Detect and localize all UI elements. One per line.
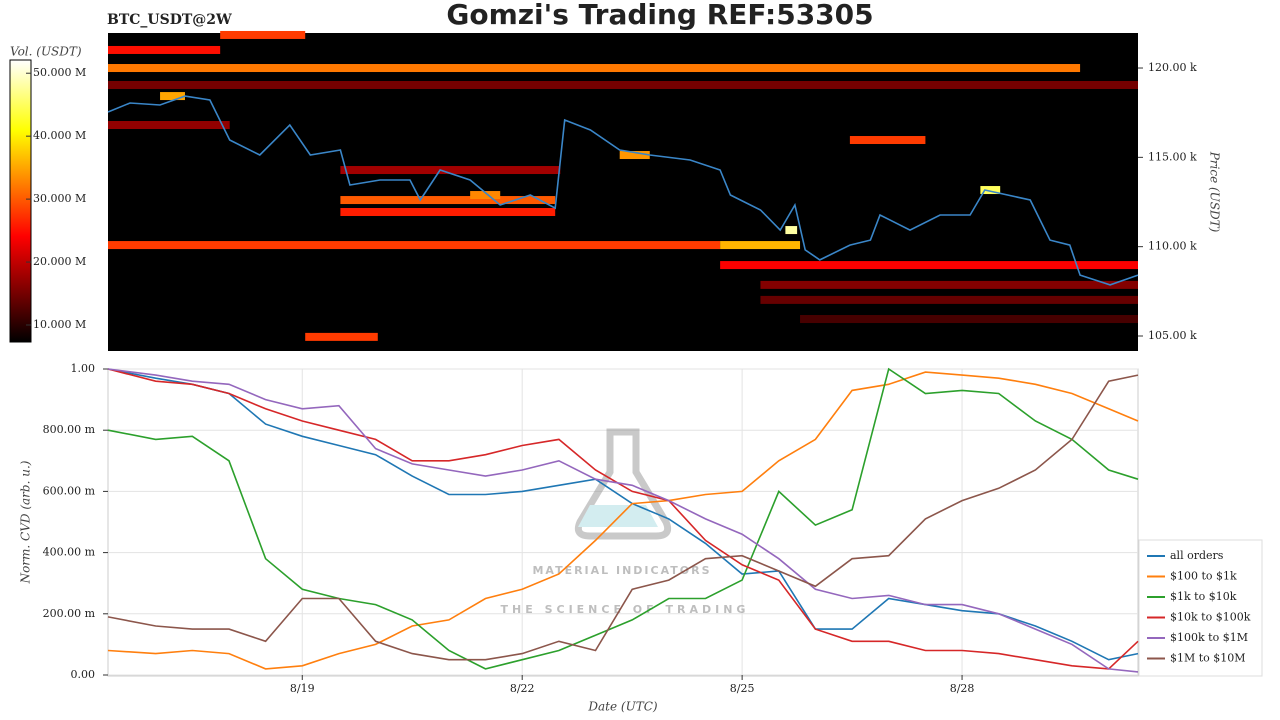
chart-title: Gomzi's Trading REF:53305 xyxy=(446,0,873,31)
heat-cell xyxy=(720,241,801,250)
heat-cell xyxy=(108,45,221,54)
x-tick-label: 8/28 xyxy=(950,682,975,695)
y-tick-label: 600.00 m xyxy=(43,484,96,497)
colorbar-tick-label: 20.000 M xyxy=(33,255,86,268)
y-tick-label: 115.00 k xyxy=(1148,150,1197,163)
y-tick-label: 120.00 k xyxy=(1148,61,1197,74)
series-line xyxy=(107,367,1139,670)
heat-cell xyxy=(340,196,556,205)
colorbar-tick-label: 30.000 M xyxy=(33,192,86,205)
heat-cell xyxy=(720,261,1138,270)
heat-cell xyxy=(849,136,926,145)
colorbar-tick-label: 10.000 M xyxy=(33,318,86,331)
heat-cell xyxy=(340,166,561,175)
watermark-brand: MATERIAL INDICATORS xyxy=(532,564,711,577)
price-line xyxy=(107,95,1139,286)
legend-label: $1k to $10k xyxy=(1170,590,1237,603)
y-tick-label: 200.00 m xyxy=(43,607,96,620)
heat-cell xyxy=(470,191,501,200)
heat-cell xyxy=(785,226,798,235)
legend-label: $100 to $1k xyxy=(1170,570,1237,583)
colorbar-tick-label: 40.000 M xyxy=(33,129,86,142)
x-axis-label: Date (UTC) xyxy=(587,700,657,714)
legend xyxy=(1138,539,1263,677)
heat-cell xyxy=(800,315,1138,324)
y-tick-label: 1.00 xyxy=(71,362,96,375)
x-tick-label: 8/22 xyxy=(510,682,535,695)
series-line xyxy=(107,368,1139,673)
heat-cell xyxy=(108,80,1138,89)
watermark xyxy=(574,428,672,540)
y-axis-label: Norm. CVD (arb. u.) xyxy=(19,460,33,584)
heat-cell xyxy=(220,30,306,39)
colorbar-label: Vol. (USDT) xyxy=(10,45,82,59)
y-tick-label: 110.00 k xyxy=(1148,240,1197,253)
chart-subtitle: BTC_USDT@2W xyxy=(107,12,232,28)
legend-label: $10k to $100k xyxy=(1170,611,1251,624)
x-tick-label: 8/25 xyxy=(730,682,755,695)
watermark-liquid xyxy=(578,505,658,527)
series-line xyxy=(107,371,1139,670)
series-line xyxy=(107,374,1139,661)
x-tick-label: 8/19 xyxy=(290,682,315,695)
colorbar xyxy=(9,59,32,343)
legend-label: $1M to $10M xyxy=(1170,652,1246,665)
heat-cell xyxy=(160,92,185,101)
heat-cell xyxy=(760,280,1138,289)
y-tick-label: 105.00 k xyxy=(1148,329,1197,342)
heat-cell xyxy=(980,186,1001,195)
heat-cell xyxy=(108,64,1081,73)
heat-cell xyxy=(760,295,1138,304)
series-line xyxy=(107,368,1139,670)
y-axis-label: Price (USDT) xyxy=(1208,151,1222,233)
colorbar-tick-label: 50.000 M xyxy=(33,66,86,79)
heat-cell xyxy=(108,241,721,250)
y-tick-label: 0.00 xyxy=(71,668,96,681)
legend-label: $100k to $1M xyxy=(1170,631,1248,644)
legend-label: all orders xyxy=(1170,549,1224,562)
watermark-tagline: THE SCIENCE OF TRADING xyxy=(501,603,750,616)
heat-cell xyxy=(108,121,230,130)
watermark-flask xyxy=(574,428,672,540)
heat-cell xyxy=(340,208,556,217)
y-tick-label: 800.00 m xyxy=(43,423,96,436)
heat-cell xyxy=(619,151,650,160)
heat-cell xyxy=(305,332,378,341)
y-tick-label: 400.00 m xyxy=(43,546,96,559)
